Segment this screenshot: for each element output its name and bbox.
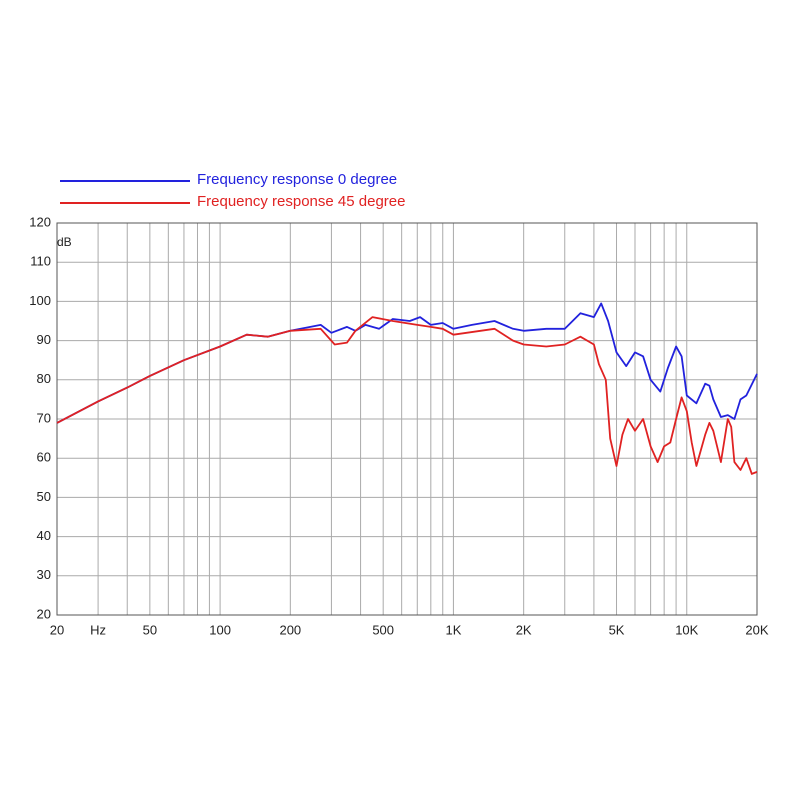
y-axis-unit: dB (57, 235, 72, 249)
y-tick-label: 50 (37, 489, 51, 504)
x-tick-label: Hz (90, 622, 106, 637)
y-tick-label: 80 (37, 371, 51, 386)
x-tick-label: 2K (516, 622, 532, 637)
x-tick-label: 20K (745, 622, 768, 637)
y-tick-label: 120 (29, 214, 51, 229)
legend-label: Frequency response 45 degree (197, 193, 405, 210)
data-line (56, 302, 758, 424)
y-tick-label: 60 (37, 450, 51, 465)
y-tick-label: 100 (29, 293, 51, 308)
y-tick-label: 20 (37, 606, 51, 621)
x-tick-label: 10K (675, 622, 698, 637)
x-tick-label: 20 (50, 622, 64, 637)
x-tick-label: 5K (609, 622, 625, 637)
x-tick-label: 1K (445, 622, 461, 637)
x-tick-label: 500 (372, 622, 394, 637)
y-tick-label: 30 (37, 567, 51, 582)
y-tick-label: 110 (30, 254, 51, 269)
x-tick-label: 200 (279, 622, 301, 637)
plot-frame (56, 222, 758, 616)
y-tick-label: 70 (37, 410, 51, 425)
y-tick-label: 90 (37, 332, 51, 347)
x-tick-label: 100 (209, 622, 231, 637)
legend-label: Frequency response 0 degree (197, 171, 397, 188)
data-line (56, 316, 758, 475)
y-tick-label: 40 (37, 528, 51, 543)
x-tick-label: 50 (143, 622, 157, 637)
